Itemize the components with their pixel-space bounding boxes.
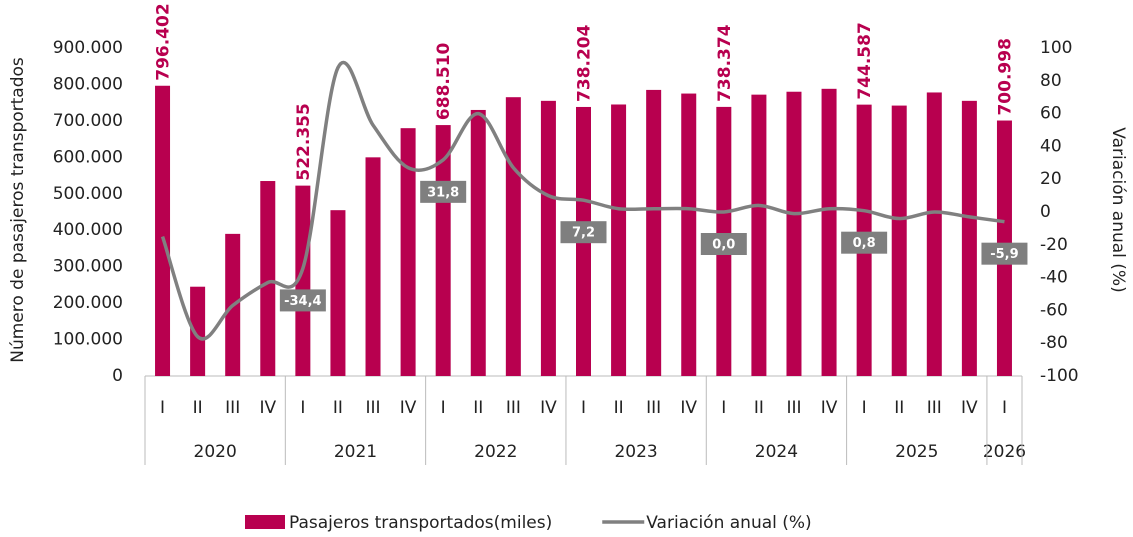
bar	[751, 94, 767, 376]
y-tick-label: 300.000	[53, 257, 123, 277]
line-value-label: 0,0	[712, 238, 735, 253]
x-tick-label: III	[646, 398, 661, 418]
bar	[926, 92, 942, 376]
y2-tick-label: 80	[1040, 71, 1062, 91]
y-tick-label: 600.000	[53, 147, 123, 167]
line-label-box	[981, 242, 1028, 265]
year-label: 2025	[895, 442, 938, 462]
x-tick-label: I	[581, 398, 586, 418]
y-tick-label: 100.000	[53, 330, 123, 350]
bar	[961, 100, 977, 376]
y-tick-label: 400.000	[53, 220, 123, 240]
y-tick-label: 0	[112, 366, 123, 386]
line-value-label: 31,8	[427, 185, 459, 200]
x-tick-label: IV	[680, 398, 697, 418]
line-value-label: 7,2	[572, 226, 595, 241]
x-tick-label: II	[894, 398, 904, 418]
x-tick-label: III	[225, 398, 240, 418]
x-tick-label: II	[473, 398, 483, 418]
year-label: 2023	[614, 442, 657, 462]
line-value-label: -5,9	[990, 247, 1018, 262]
x-tick-label: II	[193, 398, 203, 418]
y-tick-label: 900.000	[53, 38, 123, 58]
bar	[260, 181, 276, 376]
x-tick-label: IV	[821, 398, 838, 418]
year-label: 2022	[474, 442, 517, 462]
bar-value-label: 688.510	[434, 42, 454, 120]
bar	[330, 210, 346, 376]
x-tick-label: III	[365, 398, 380, 418]
x-tick-label: IV	[400, 398, 417, 418]
bar-value-label: 738.204	[575, 24, 595, 102]
y2-tick-label: 0	[1040, 202, 1051, 222]
y2-tick-label: 60	[1040, 104, 1062, 124]
y2-tick-label: 100	[1040, 38, 1072, 58]
x-tick-label: I	[721, 398, 726, 418]
bar	[540, 100, 556, 376]
x-tick-label: III	[786, 398, 801, 418]
bar-value-label: 744.587	[855, 22, 875, 99]
x-tick-label: II	[614, 398, 624, 418]
y-tick-label: 800.000	[53, 74, 123, 94]
line-label-box	[279, 289, 326, 312]
y-tick-label: 200.000	[53, 293, 123, 313]
y2-axis-title: Variación anual (%)	[1108, 127, 1128, 292]
bar	[611, 104, 627, 376]
x-tick-label: II	[754, 398, 764, 418]
x-tick-label: IV	[540, 398, 557, 418]
x-tick-label: I	[862, 398, 867, 418]
line	[160, 60, 1005, 341]
line-label-box	[700, 233, 747, 255]
x-tick-label: III	[927, 398, 942, 418]
bar-value-label: 522.355	[294, 103, 314, 180]
line-value-label: 0,8	[853, 236, 876, 251]
y-tick-label: 500.000	[53, 184, 123, 204]
y2-tick-label: 40	[1040, 136, 1062, 156]
bar	[786, 91, 802, 376]
x-tick-label: I	[160, 398, 165, 418]
bar	[505, 97, 521, 376]
line-label-box	[420, 180, 467, 203]
line-value-label: -34,4	[284, 294, 321, 309]
y2-tick-label: -80	[1040, 333, 1068, 353]
x-tick-label: II	[333, 398, 343, 418]
bar	[365, 157, 381, 376]
legend-swatch	[245, 515, 285, 529]
bar-value-label: 700.998	[995, 38, 1015, 115]
legend-label: Pasajeros transportados(miles)	[289, 513, 552, 533]
y2-tick-label: 20	[1040, 169, 1062, 189]
legend-label: Variación anual (%)	[646, 513, 811, 533]
y2-tick-label: -100	[1040, 366, 1079, 386]
x-tick-label: IV	[961, 398, 978, 418]
x-tick-label: I	[300, 398, 305, 418]
bar-value-label: 738.374	[715, 24, 735, 102]
bar	[155, 85, 171, 377]
y-axis-title: Número de pasajeros transportados	[8, 57, 28, 363]
bar	[891, 105, 907, 377]
x-tick-label: IV	[259, 398, 276, 418]
bar	[646, 89, 662, 377]
y2-tick-label: -40	[1040, 268, 1068, 288]
line-label-box	[560, 221, 607, 244]
y2-tick-label: -60	[1040, 300, 1068, 320]
year-label: 2024	[755, 442, 798, 462]
bar-value-label: 796.402	[154, 3, 174, 80]
year-label: 2026	[983, 442, 1026, 462]
line-label-box	[841, 231, 888, 254]
bar	[821, 88, 837, 376]
bar	[190, 286, 206, 376]
x-tick-label: III	[506, 398, 521, 418]
y-tick-label: 700.000	[53, 111, 123, 131]
bar	[681, 93, 697, 377]
bar	[295, 185, 311, 376]
year-label: 2021	[334, 442, 377, 462]
bar	[400, 128, 416, 376]
bar	[470, 109, 486, 376]
x-tick-label: I	[441, 398, 446, 418]
year-label: 2020	[194, 442, 237, 462]
y2-tick-label: -20	[1040, 235, 1068, 255]
x-tick-label: I	[1002, 398, 1007, 418]
